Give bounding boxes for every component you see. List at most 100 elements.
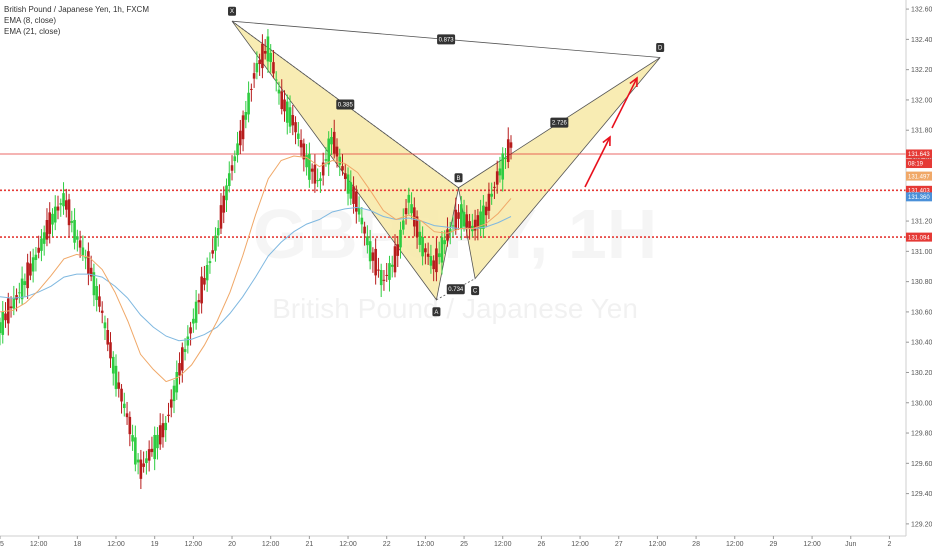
pattern-point-badge: [471, 286, 480, 296]
candle-body: [192, 318, 195, 324]
candle-body: [111, 356, 115, 374]
candle-body: [349, 182, 353, 199]
candle-body: [451, 225, 455, 227]
price-tick-label: 130.600: [911, 309, 932, 316]
candle-body: [432, 260, 435, 270]
candle-body: [327, 138, 331, 165]
candle-body: [446, 229, 449, 241]
candle-body: [258, 60, 261, 65]
candle-body: [247, 92, 250, 115]
ema-lines: [0, 155, 512, 383]
price-tick-label: 130.000: [911, 400, 932, 407]
projection-arrow-2-head: [629, 76, 638, 88]
candle-body: [490, 193, 493, 197]
candle-body: [131, 435, 134, 442]
candle-body: [504, 157, 507, 160]
time-tick-label: 29: [770, 541, 778, 548]
candle-body: [302, 143, 306, 160]
candle-body: [454, 209, 458, 230]
price-tag: [906, 171, 932, 181]
candle-body: [506, 139, 510, 163]
candle-body: [100, 310, 104, 313]
price-tag-text: 131.643: [908, 152, 930, 158]
price-tick-label: 131.200: [911, 219, 932, 226]
pattern-ratio-badge: [336, 99, 355, 110]
candle-body: [67, 199, 71, 226]
candle-body: [167, 414, 170, 417]
candle-body: [266, 36, 270, 62]
time-tick-label: 12:00: [726, 541, 744, 548]
candle-body: [189, 327, 192, 334]
candle-body: [136, 459, 140, 463]
pattern-point-badge: [228, 6, 237, 16]
candle-body: [150, 448, 154, 453]
candle-body: [493, 186, 496, 188]
ema-slow-label: EMA (21, close): [4, 27, 61, 36]
price-tick-label: 132.000: [911, 97, 932, 104]
time-tick-label: 12:00: [803, 541, 821, 548]
candle-body: [203, 277, 206, 285]
candle-body: [128, 416, 132, 435]
candle-body: [164, 422, 168, 431]
projection-arrows: [584, 76, 638, 188]
pattern-ratio-label: 0.385: [338, 102, 354, 108]
time-tick-label: 12:00: [30, 541, 48, 548]
candle-body: [225, 185, 228, 201]
candle-body: [18, 292, 21, 294]
candle-body: [56, 206, 60, 211]
candle-body: [324, 159, 328, 161]
price-axis[interactable]: 132.600 132.400 132.200 132.000 131.800 131.6…: [905, 0, 932, 536]
ema-slow-line: [0, 206, 512, 342]
pattern-point-label: X: [230, 9, 234, 15]
candle-body: [426, 253, 430, 257]
candle-body: [142, 463, 145, 467]
price-tick-label: 130.400: [911, 340, 932, 347]
horizontal-lines[interactable]: [0, 153, 906, 238]
candle-body: [241, 115, 245, 140]
candle-body: [379, 270, 383, 286]
candle-body: [429, 256, 433, 266]
projection-arrow-2: [611, 77, 638, 129]
candle-body: [34, 254, 38, 261]
price-tag: [906, 192, 932, 202]
time-tick-label: 28: [692, 541, 700, 548]
time-tick-label: 12:00: [107, 541, 125, 548]
candle-body: [23, 281, 27, 285]
candle-body: [338, 156, 342, 165]
time-axis[interactable]: 15 12:00 18 12:00 19 12:00 20 12:00 21 12:00 22 12:…: [0, 535, 906, 548]
time-tick-label: Jun: [845, 541, 856, 548]
price-tag: [906, 185, 932, 195]
time-tick-label: 2: [887, 541, 891, 548]
price-tag-text: 131.497: [908, 174, 930, 180]
candle-body: [139, 459, 143, 479]
candle-body: [382, 279, 386, 281]
candle-body: [186, 336, 190, 346]
candle-body: [236, 143, 239, 156]
candle-body: [272, 62, 275, 74]
candle-body: [222, 195, 226, 213]
candle-body: [310, 168, 314, 172]
candle-body: [53, 206, 57, 223]
candle-body: [374, 248, 377, 276]
candle-body: [509, 142, 513, 148]
candle-body: [421, 237, 424, 257]
candle-body: [31, 257, 35, 272]
candle-body: [305, 155, 308, 168]
projection-arrow-1-head: [602, 135, 611, 147]
candle-body: [156, 434, 159, 449]
price-tick-label: 129.200: [911, 521, 932, 528]
time-tick-label: 12:00: [417, 541, 435, 548]
time-tick-label: 12:00: [649, 541, 667, 548]
price-tag: [906, 159, 932, 169]
pattern-point-label: C: [473, 289, 478, 295]
pattern-ratio-label: 2.726: [552, 121, 568, 127]
candle-body: [9, 306, 13, 309]
candle-body: [205, 265, 209, 281]
candle-body: [346, 174, 350, 194]
candle-body: [208, 261, 212, 264]
watermark-name: British Pound / Japanese Yen: [272, 293, 638, 324]
candle-body: [169, 399, 173, 408]
projection-arrow-1: [584, 136, 611, 188]
